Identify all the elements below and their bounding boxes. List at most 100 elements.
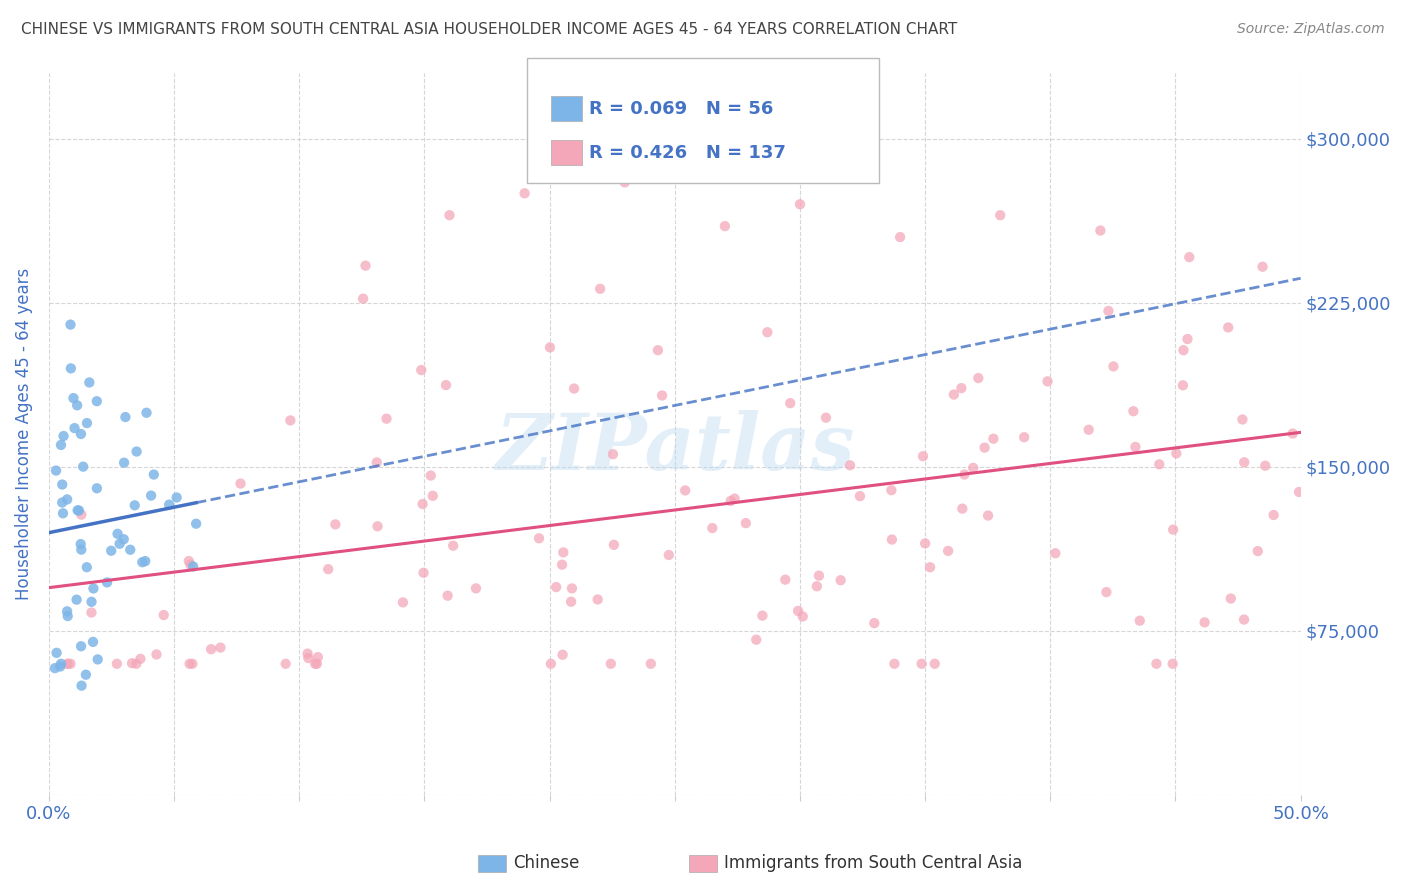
- Point: [540, 657, 562, 671]
- Point: [51, 477, 73, 491]
- Point: [52, 506, 75, 520]
- Point: [366, 455, 388, 469]
- Point: [640, 657, 662, 671]
- Point: [720, 494, 742, 508]
- Text: R = 0.426   N = 137: R = 0.426 N = 137: [589, 144, 786, 161]
- Point: [439, 208, 461, 222]
- Point: [134, 554, 156, 568]
- Point: [436, 589, 458, 603]
- Point: [229, 476, 252, 491]
- Point: [734, 516, 756, 531]
- Point: [1263, 508, 1285, 522]
- Point: [807, 568, 830, 582]
- Point: [1194, 615, 1216, 630]
- Point: [1097, 304, 1119, 318]
- Point: [1247, 544, 1270, 558]
- Point: [45, 646, 67, 660]
- Point: [863, 616, 886, 631]
- Point: [70, 542, 93, 557]
- Point: [307, 650, 329, 665]
- Text: Chinese: Chinese: [513, 855, 579, 872]
- Point: [1177, 332, 1199, 346]
- Point: [79, 376, 101, 390]
- Point: [914, 536, 936, 550]
- Point: [1178, 250, 1201, 264]
- Point: [1012, 430, 1035, 444]
- Point: [814, 410, 837, 425]
- Point: [412, 566, 434, 580]
- Point: [184, 516, 207, 531]
- Point: [412, 497, 434, 511]
- Point: [157, 498, 180, 512]
- Point: [603, 538, 626, 552]
- Point: [56, 492, 79, 507]
- Point: [1161, 523, 1184, 537]
- Point: [702, 521, 724, 535]
- Point: [658, 548, 681, 562]
- Point: [983, 432, 1005, 446]
- Point: [59, 657, 82, 671]
- Point: [139, 489, 162, 503]
- Point: [723, 491, 745, 506]
- Point: [1144, 657, 1167, 671]
- Point: [589, 282, 612, 296]
- Point: [936, 544, 959, 558]
- Point: [962, 460, 984, 475]
- Point: [354, 259, 377, 273]
- Point: [1251, 260, 1274, 274]
- Point: [69, 537, 91, 551]
- Text: R = 0.069   N = 56: R = 0.069 N = 56: [589, 100, 773, 118]
- Point: [166, 491, 188, 505]
- Point: [59, 361, 82, 376]
- Point: [49, 657, 72, 671]
- Point: [1173, 343, 1195, 358]
- Point: [145, 648, 167, 662]
- Point: [714, 219, 737, 234]
- Point: [806, 579, 828, 593]
- Point: [911, 449, 934, 463]
- Point: [86, 481, 108, 495]
- Point: [305, 657, 328, 671]
- Point: [124, 499, 146, 513]
- Point: [924, 657, 946, 671]
- Y-axis label: Householder Income Ages 45 - 64 years: Householder Income Ages 45 - 64 years: [15, 268, 32, 600]
- Text: CHINESE VS IMMIGRANTS FROM SOUTH CENTRAL ASIA HOUSEHOLDER INCOME AGES 45 - 64 YE: CHINESE VS IMMIGRANTS FROM SOUTH CENTRAL…: [21, 22, 957, 37]
- Point: [120, 542, 142, 557]
- Point: [129, 652, 152, 666]
- Point: [787, 604, 810, 618]
- Point: [112, 533, 135, 547]
- Point: [70, 640, 93, 654]
- Point: [70, 508, 93, 522]
- Point: [513, 186, 536, 201]
- Point: [830, 573, 852, 587]
- Point: [82, 635, 104, 649]
- Point: [1233, 613, 1256, 627]
- Point: [67, 503, 90, 517]
- Point: [200, 642, 222, 657]
- Point: [75, 667, 97, 681]
- Point: [181, 657, 204, 671]
- Point: [756, 325, 779, 339]
- Point: [839, 458, 862, 473]
- Point: [1077, 423, 1099, 437]
- Point: [673, 483, 696, 498]
- Point: [419, 468, 441, 483]
- Point: [105, 657, 128, 671]
- Point: [179, 558, 201, 572]
- Point: [80, 606, 103, 620]
- Point: [177, 554, 200, 568]
- Point: [1129, 614, 1152, 628]
- Point: [651, 388, 673, 402]
- Point: [586, 592, 609, 607]
- Text: ZIPatlas: ZIPatlas: [495, 410, 855, 487]
- Point: [1095, 585, 1118, 599]
- Point: [125, 657, 148, 671]
- Point: [297, 647, 319, 661]
- Point: [70, 427, 93, 442]
- Point: [920, 560, 942, 574]
- Point: [65, 592, 87, 607]
- Point: [131, 555, 153, 569]
- Point: [953, 467, 976, 482]
- Point: [142, 467, 165, 482]
- Point: [849, 489, 872, 503]
